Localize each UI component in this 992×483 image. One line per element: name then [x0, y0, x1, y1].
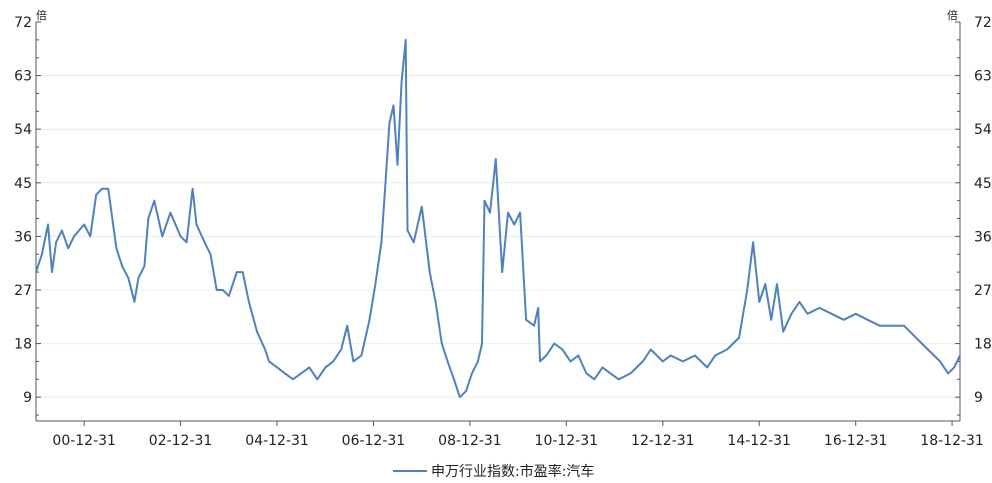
legend-label: 申万行业指数:市盈率:汽车	[431, 463, 594, 480]
y-tick-label-left: 36	[14, 229, 32, 245]
x-tick-label: 06-12-31	[342, 433, 406, 449]
y-tick-label-left: 45	[14, 176, 32, 192]
right-unit-label: 倍	[947, 8, 958, 22]
x-tick-label: 12-12-31	[631, 433, 695, 449]
y-tick-label-right: 36	[974, 229, 992, 245]
series-line	[35, 38, 961, 399]
grid-lines	[36, 75, 960, 398]
y-tick-label-left: 18	[14, 337, 32, 353]
y-tick-label-right: 45	[974, 176, 992, 192]
y-tick-label-left: 63	[14, 69, 32, 85]
y-tick-label-left: 27	[14, 283, 32, 299]
x-tick-label: 02-12-31	[149, 433, 213, 449]
x-tick-label: 16-12-31	[824, 433, 888, 449]
y-tick-label-left: 54	[14, 122, 32, 138]
y-tick-label-right: 72	[974, 15, 992, 31]
legend: 申万行业指数:市盈率:汽车	[393, 463, 594, 480]
x-tick-label: 00-12-31	[52, 433, 116, 449]
y-tick-label-right: 18	[974, 337, 992, 353]
y-tick-label-right: 27	[974, 283, 992, 299]
y-tick-label-right: 63	[974, 69, 992, 85]
x-tick-label: 10-12-31	[535, 433, 599, 449]
left-y-tick-labels: 9 18 27 36 45 54 63 72	[14, 15, 41, 416]
x-tick-label: 14-12-31	[727, 433, 791, 449]
y-tick-label-left: 9	[23, 390, 32, 406]
x-tick-label: 08-12-31	[438, 433, 502, 449]
x-tick-label: 18-12-31	[920, 433, 984, 449]
right-y-tick-labels: 9 18 27 36 45 54 63 72	[955, 15, 992, 416]
y-tick-label-right: 54	[974, 122, 992, 138]
y-tick-label-left: 72	[14, 15, 32, 31]
x-tick-label: 04-12-31	[245, 433, 309, 449]
series-layer	[35, 38, 961, 399]
x-tick-labels: 00-12-31 02-12-31 04-12-31 06-12-31 08-12-31…	[52, 421, 984, 449]
y-tick-label-right: 9	[974, 390, 983, 406]
left-unit-label: 倍	[36, 8, 47, 22]
